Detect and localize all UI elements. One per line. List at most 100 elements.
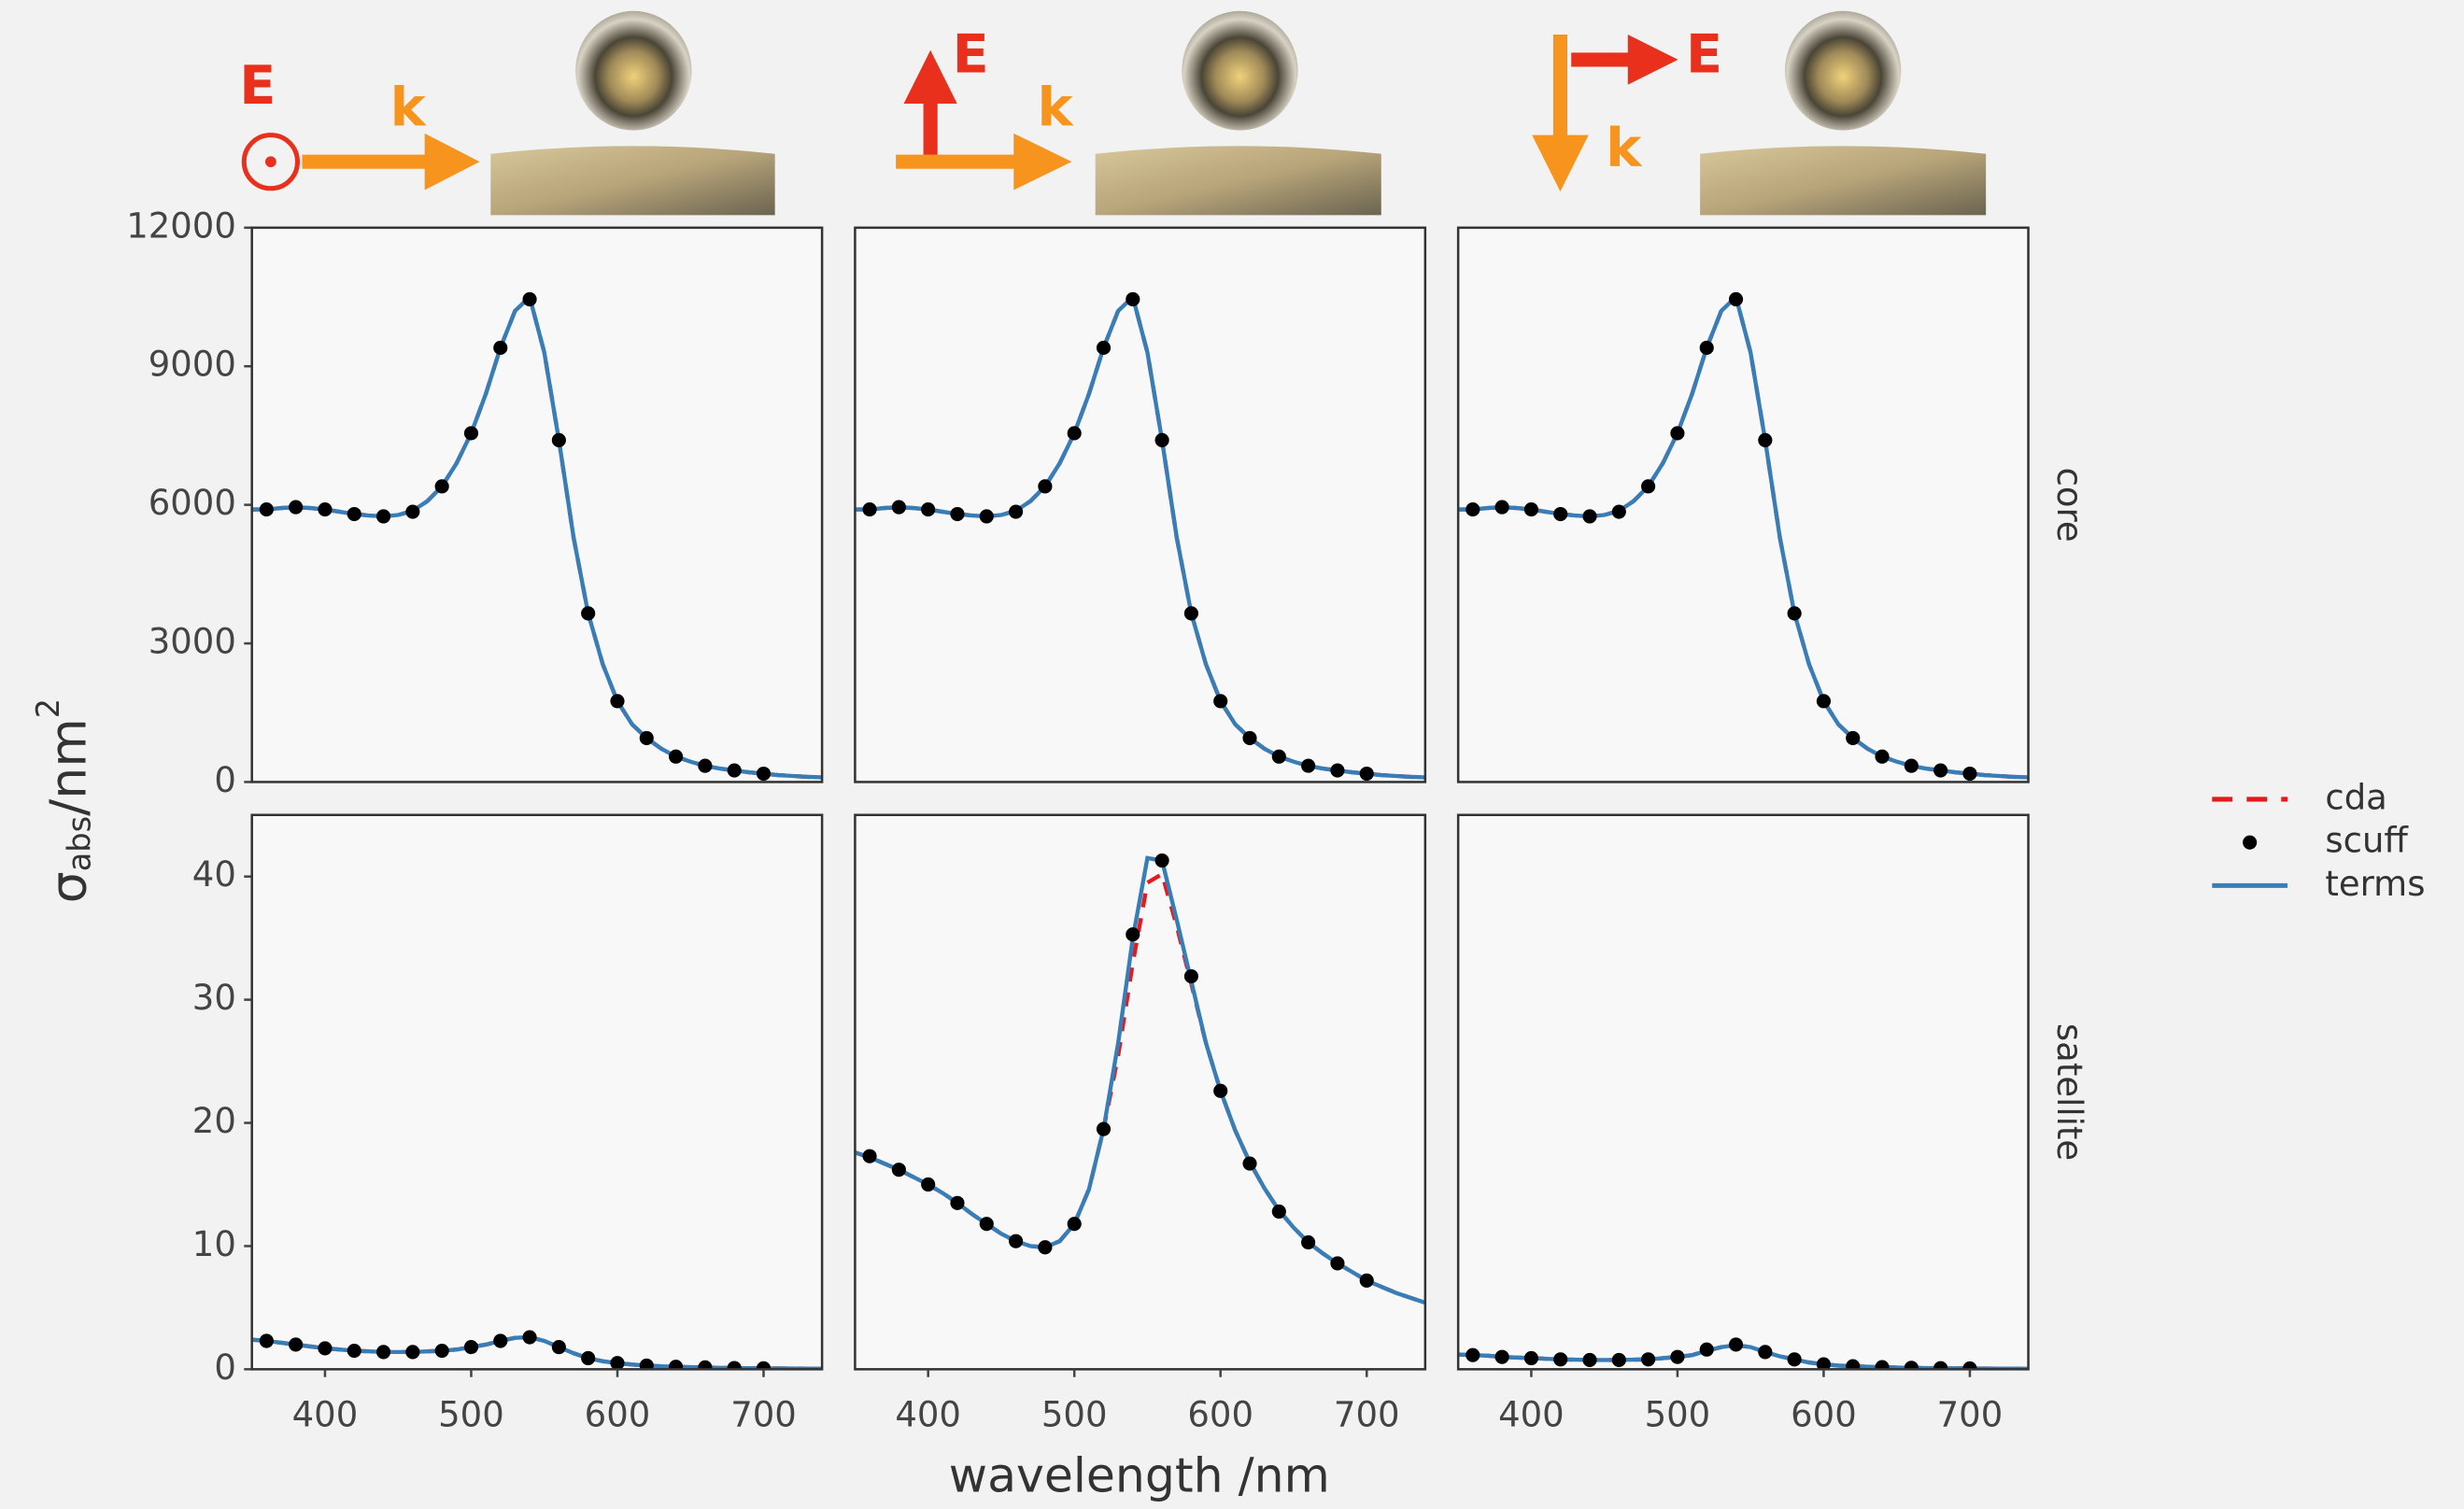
data-point [1330, 1256, 1344, 1270]
x-axis-title: wavelength /nm [949, 1448, 1330, 1503]
data-point [1126, 292, 1140, 306]
data-point [1495, 1350, 1509, 1364]
data-point [1846, 731, 1860, 745]
data-point [1582, 509, 1596, 523]
x-tick-label: 500 [1645, 1394, 1711, 1434]
x-tick-label: 600 [585, 1394, 651, 1434]
y-tick-label: 12000 [126, 205, 236, 246]
data-point [464, 1340, 478, 1354]
legend-label: cda [2325, 777, 2386, 817]
panel-background [855, 228, 1424, 783]
data-point [1670, 1350, 1684, 1364]
chart: E k E k k E wavelength /nm σabs/nm2 0300… [0, 0, 2464, 1509]
data-point [1466, 1348, 1480, 1362]
sphere [575, 11, 691, 131]
y-tick-label: 30 [192, 978, 236, 1018]
field-label: E [1686, 23, 1722, 85]
data-point [1330, 763, 1344, 777]
y-title-sub: abs [61, 816, 97, 871]
y-title-sup: 2 [29, 698, 65, 718]
y-title-symbol: σ [38, 871, 97, 903]
data-point [610, 694, 624, 708]
data-point [1641, 479, 1655, 493]
data-point [552, 433, 566, 447]
data-point [376, 1345, 390, 1359]
data-point [1524, 1351, 1538, 1365]
k-label: k [1606, 118, 1643, 179]
data-point [921, 1178, 935, 1192]
data-point [318, 502, 332, 516]
panel-background [252, 815, 822, 1370]
data-point [1184, 969, 1198, 983]
data-point [1495, 501, 1509, 515]
data-point [1612, 504, 1626, 518]
y-axis-title: σabs/nm2 [29, 698, 97, 904]
data-point [405, 1345, 419, 1359]
data-point [1213, 694, 1227, 708]
y-tick-label: 9000 [149, 345, 236, 385]
legend-marker [2243, 836, 2257, 850]
data-point [921, 502, 935, 516]
data-point [892, 1163, 906, 1177]
data-point [1301, 1235, 1315, 1249]
data-point [1788, 606, 1802, 620]
data-point [892, 501, 906, 515]
substrate [1096, 146, 1381, 215]
legend-label: scuff [2325, 821, 2409, 861]
data-point [260, 502, 274, 516]
data-point [347, 507, 361, 521]
data-point [1155, 433, 1169, 447]
k-label: k [1037, 78, 1074, 139]
data-point [260, 1333, 274, 1347]
data-point [318, 1341, 332, 1355]
data-point [669, 750, 683, 764]
y-title-unit: /nm [38, 718, 97, 816]
field-label: E [953, 23, 989, 85]
row-label: satellite [2049, 1023, 2089, 1161]
data-point [1126, 927, 1140, 941]
substrate [490, 146, 774, 215]
data-point [1242, 1156, 1256, 1170]
data-point [1612, 1353, 1626, 1367]
x-tick-label: 700 [1334, 1394, 1400, 1434]
data-point [1641, 1352, 1655, 1366]
data-point [1242, 731, 1256, 745]
data-point [757, 767, 771, 781]
data-point [1933, 763, 1947, 777]
data-point [1524, 502, 1538, 516]
data-point [1038, 1240, 1052, 1254]
data-point [1466, 502, 1480, 516]
data-point [1272, 1205, 1286, 1219]
data-point [950, 1196, 964, 1210]
data-point [523, 1330, 537, 1344]
data-point [493, 1333, 507, 1347]
data-point [1905, 759, 1919, 773]
data-point [1009, 504, 1023, 518]
data-point [1729, 1337, 1743, 1351]
data-point [1788, 1352, 1802, 1366]
data-point [1582, 1353, 1596, 1367]
data-point [950, 507, 964, 521]
data-point [980, 509, 994, 523]
x-tick-label: 700 [730, 1394, 797, 1434]
data-point [581, 1351, 595, 1365]
row-label: core [2049, 468, 2089, 543]
data-point [640, 731, 654, 745]
data-point [698, 759, 712, 773]
data-point [1184, 606, 1198, 620]
data-point [1758, 1345, 1772, 1359]
x-tick-label: 400 [1498, 1394, 1565, 1434]
data-point [1068, 426, 1082, 440]
data-point [1155, 853, 1169, 867]
panel-background [252, 228, 822, 783]
data-point [1962, 767, 1976, 781]
x-tick-label: 600 [1791, 1394, 1857, 1434]
k-label: k [390, 78, 428, 139]
data-point [1097, 341, 1111, 355]
data-point [1360, 1274, 1374, 1288]
data-point [863, 502, 877, 516]
y-tick-label: 0 [214, 1347, 236, 1388]
data-point [493, 341, 507, 355]
data-point [1553, 1352, 1567, 1366]
sphere [1785, 11, 1901, 131]
